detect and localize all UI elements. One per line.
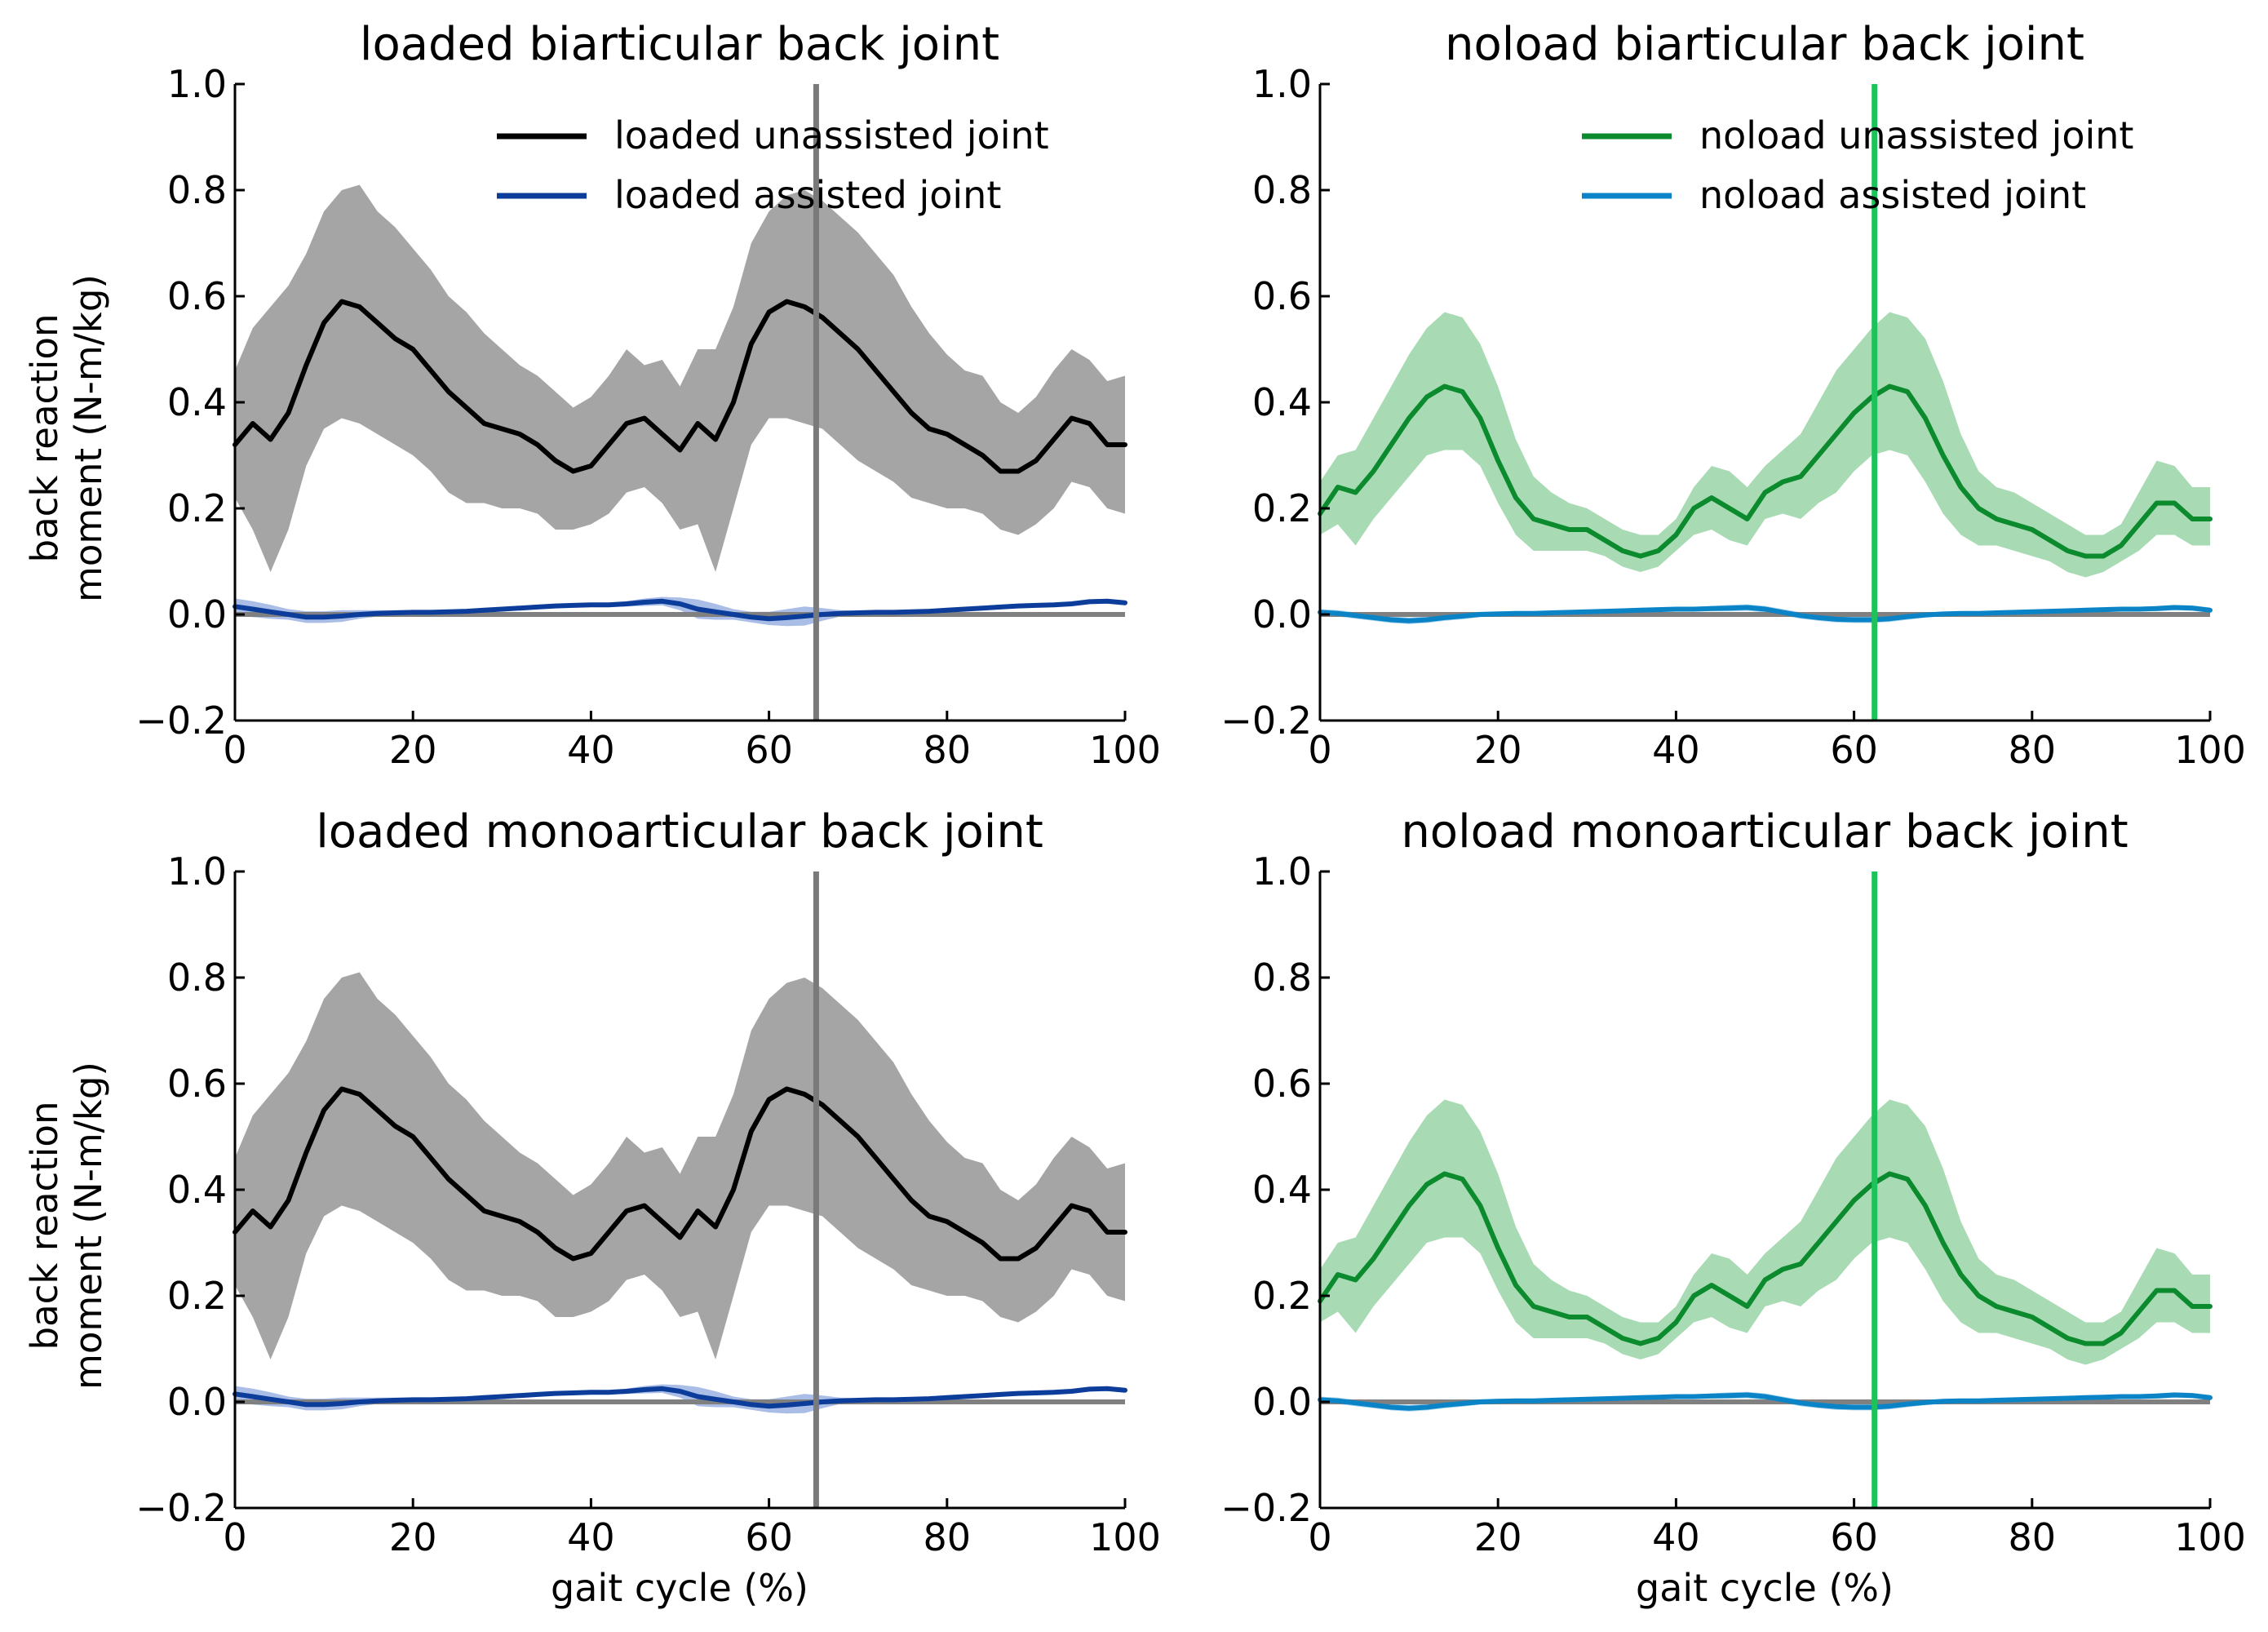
series-band <box>235 972 1125 1359</box>
legend-label: loaded unassisted joint <box>614 113 1049 157</box>
plot-area: −0.2 0.0 0.2 0.4 0.6 0.8 1.0 0 20 40 60 80 100 <box>135 62 1161 772</box>
panel-title: noload biarticular back joint <box>1445 18 2084 71</box>
y-tick-label: 0.6 <box>1252 1062 1312 1106</box>
y-tick-label: 0.0 <box>167 1380 227 1424</box>
plot-area: −0.2 0.0 0.2 0.4 0.6 0.8 1.0 0 20 40 60 80 100 <box>135 849 1161 1559</box>
panel-loaded-monoarticular: −0.2 0.0 0.2 0.4 0.6 0.8 1.0 0 20 40 60 80 100 loade… <box>23 805 1161 1610</box>
panel-title: loaded biarticular back joint <box>360 18 999 71</box>
y-tick-label: 0.6 <box>167 274 227 318</box>
plot-area: −0.2 0.0 0.2 0.4 0.6 0.8 1.0 0 20 40 60 80 100 <box>1220 62 2246 772</box>
legend-label: loaded assisted joint <box>614 173 1001 217</box>
x-tick-label: 100 <box>1089 1515 1161 1559</box>
x-tick-label: 0 <box>1308 728 1331 772</box>
x-tick-label: 60 <box>745 1515 793 1559</box>
x-tick-label: 80 <box>2009 728 2057 772</box>
series-line-unassisted <box>233 1086 1127 1262</box>
x-tick-label: 80 <box>924 728 972 772</box>
x-tick-label: 100 <box>2174 1515 2246 1559</box>
x-tick-label: 60 <box>745 728 793 772</box>
y-tick-label: −0.2 <box>135 1486 227 1530</box>
panel-noload-monoarticular: −0.2 0.0 0.2 0.4 0.6 0.8 1.0 0 20 40 60 80 100 noloa… <box>1220 805 2246 1610</box>
y-tick-label: 0.4 <box>167 1168 227 1212</box>
y-tick-label: 1.0 <box>1252 62 1312 106</box>
y-tick-label: 0.2 <box>1252 1274 1312 1318</box>
x-tick-label: 20 <box>389 728 437 772</box>
series-line-unassisted <box>1318 384 2213 559</box>
y-tick-label: 0.2 <box>1252 486 1312 530</box>
series-line-assisted <box>233 598 1127 622</box>
legend-label: noload unassisted joint <box>1699 113 2133 157</box>
y-tick-label: 0.2 <box>167 486 227 530</box>
x-tick-label: 40 <box>567 728 615 772</box>
legend: noload unassisted joint noload assisted … <box>1582 113 2133 217</box>
plot-area: −0.2 0.0 0.2 0.4 0.6 0.8 1.0 0 20 40 60 80 100 <box>1220 849 2246 1559</box>
y-tick-label: 0.8 <box>167 956 227 1000</box>
x-tick-label: 40 <box>567 1515 615 1559</box>
y-tick-label: 0.0 <box>1252 1380 1312 1424</box>
x-tick-label: 20 <box>1474 1515 1522 1559</box>
x-tick-label: 100 <box>1089 728 1161 772</box>
y-tick-label: 0.0 <box>1252 592 1312 636</box>
series-line-unassisted <box>1318 1171 2213 1346</box>
x-tick-label: 0 <box>1308 1515 1331 1559</box>
y-tick-label: 0.8 <box>1252 168 1312 212</box>
series-line-assisted <box>233 1386 1127 1409</box>
legend-label: noload assisted joint <box>1699 173 2086 217</box>
panel-noload-biarticular: −0.2 0.0 0.2 0.4 0.6 0.8 1.0 0 20 40 60 80 100 noloa… <box>1220 18 2246 772</box>
x-tick-label: 0 <box>223 1515 246 1559</box>
y-tick-label: 0.6 <box>167 1062 227 1106</box>
y-tick-label: −0.2 <box>1220 698 1312 743</box>
x-axis-label: gait cycle (%) <box>1636 1566 1894 1610</box>
y-axis-label-line2: moment (N-m/kg) <box>67 274 110 602</box>
x-tick-label: 100 <box>2174 728 2246 772</box>
x-tick-label: 40 <box>1652 1515 1700 1559</box>
y-tick-label: 1.0 <box>167 849 227 894</box>
y-tick-label: 0.4 <box>167 380 227 424</box>
series-line-assisted <box>1318 605 2213 623</box>
y-tick-label: 0.4 <box>1252 380 1312 424</box>
series-band <box>235 184 1125 572</box>
x-axis-label: gait cycle (%) <box>551 1566 808 1610</box>
x-tick-label: 40 <box>1652 728 1700 772</box>
x-tick-label: 60 <box>1830 1515 1878 1559</box>
y-tick-label: 0.8 <box>1252 956 1312 1000</box>
y-tick-label: 1.0 <box>1252 849 1312 894</box>
y-tick-label: 1.0 <box>167 62 227 106</box>
x-tick-label: 80 <box>2009 1515 2057 1559</box>
series-line-assisted <box>1318 1392 2213 1411</box>
panel-title: noload monoarticular back joint <box>1401 805 2128 858</box>
y-tick-label: 0.8 <box>167 168 227 212</box>
y-tick-label: −0.2 <box>1220 1486 1312 1530</box>
y-tick-label: 0.0 <box>167 592 227 636</box>
y-axis-label-line1: back reaction <box>23 314 66 563</box>
legend: loaded unassisted joint loaded assisted … <box>497 113 1049 217</box>
y-axis-label-line1: back reaction <box>23 1102 66 1350</box>
y-tick-label: −0.2 <box>135 698 227 743</box>
panel-title: loaded monoarticular back joint <box>316 805 1043 858</box>
x-tick-label: 20 <box>1474 728 1522 772</box>
x-tick-label: 60 <box>1830 728 1878 772</box>
series-line-unassisted <box>233 299 1127 474</box>
y-tick-label: 0.2 <box>167 1274 227 1318</box>
x-tick-label: 80 <box>924 1515 972 1559</box>
x-tick-label: 20 <box>389 1515 437 1559</box>
y-tick-label: 0.6 <box>1252 274 1312 318</box>
x-tick-label: 0 <box>223 728 246 772</box>
panel-loaded-biarticular: −0.2 0.0 0.2 0.4 0.6 0.8 1.0 0 20 40 60 80 100 loade… <box>23 18 1161 772</box>
y-axis-label-line2: moment (N-m/kg) <box>67 1062 110 1390</box>
y-tick-label: 0.4 <box>1252 1168 1312 1212</box>
